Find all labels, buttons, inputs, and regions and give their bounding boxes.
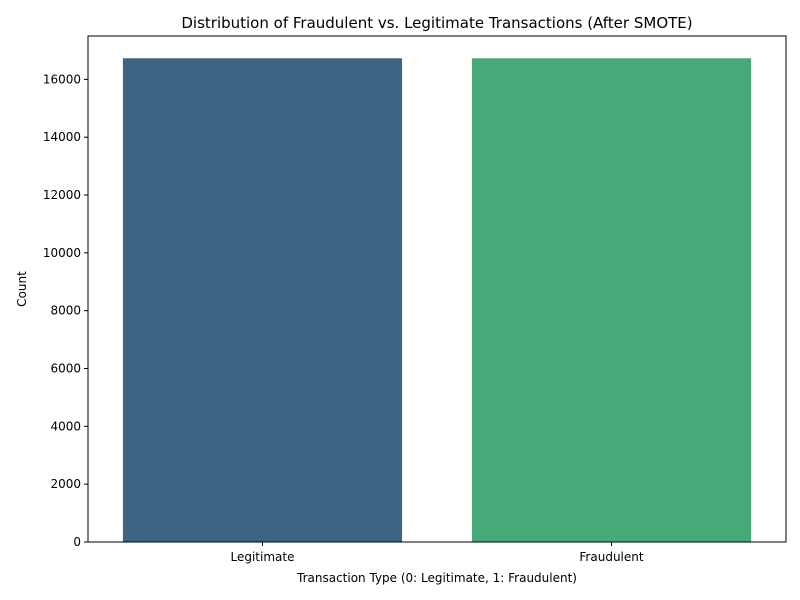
y-tick-label-14000: 14000 <box>43 130 81 144</box>
x-axis: Legitimate Fraudulent <box>231 542 644 564</box>
plot-frame <box>87 35 787 543</box>
y-tick-label-8000: 8000 <box>50 304 81 318</box>
bar-legitimate <box>122 58 403 542</box>
y-tick-label-4000: 4000 <box>50 419 81 433</box>
x-tick-label-fraudulent: Fraudulent <box>579 550 643 564</box>
y-tick-label-10000: 10000 <box>43 246 81 260</box>
y-tick-label-6000: 6000 <box>50 362 81 376</box>
x-tick-label-legitimate: Legitimate <box>231 550 295 564</box>
chart-title: Distribution of Fraudulent vs. Legitimat… <box>181 14 692 32</box>
x-axis-label: Transaction Type (0: Legitimate, 1: Frau… <box>296 571 577 585</box>
y-tick-label-0: 0 <box>73 535 81 549</box>
y-tick-label-2000: 2000 <box>50 477 81 491</box>
y-axis: 0 2000 4000 6000 8000 10000 12000 14000 16000 <box>43 72 88 549</box>
bar-fraudulent <box>471 58 752 542</box>
bars-group <box>122 58 752 542</box>
y-tick-label-16000: 16000 <box>43 72 81 86</box>
y-axis-label: Count <box>15 271 29 307</box>
y-tick-label-12000: 12000 <box>43 188 81 202</box>
